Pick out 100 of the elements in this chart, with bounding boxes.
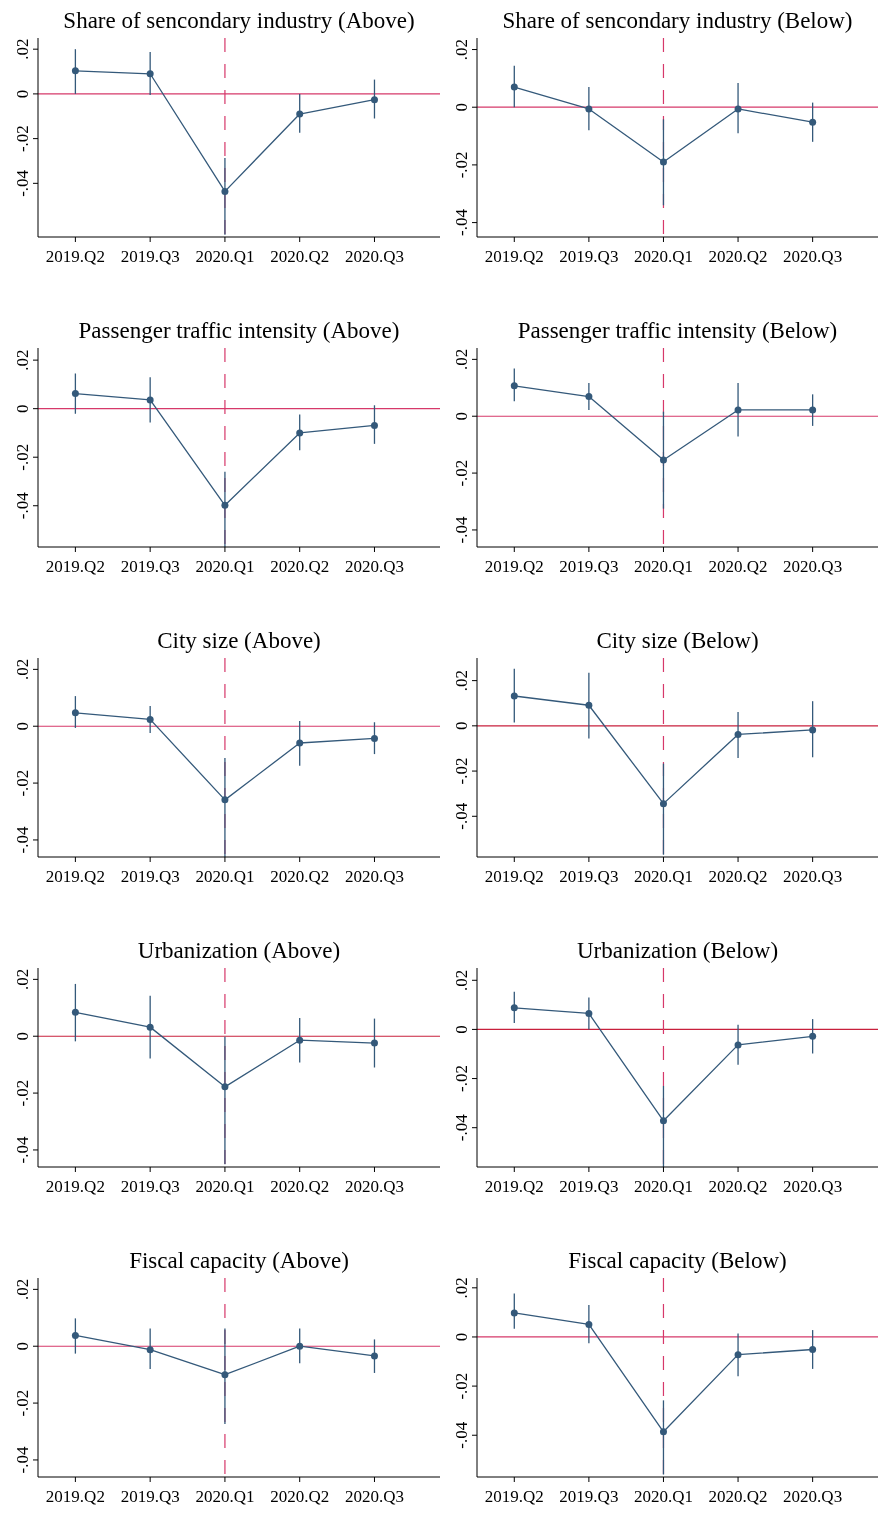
x-tick-label: 2020.Q1 <box>633 1487 693 1506</box>
y-tick-label: .02 <box>452 969 471 991</box>
y-tick-label: -.04 <box>452 802 471 830</box>
x-tick-label: 2019.Q2 <box>45 1487 105 1506</box>
y-tick-label: -.02 <box>13 125 32 153</box>
y-tick-label: -.02 <box>452 1065 471 1093</box>
y-tick-label: .02 <box>452 669 471 692</box>
x-tick-label: 2019.Q2 <box>484 1487 544 1506</box>
y-tick-label: -.04 <box>13 491 32 520</box>
chart-title: Share of sencondary industry (Above) <box>63 8 415 33</box>
x-tick-label: 2019.Q3 <box>559 247 619 266</box>
y-tick-label: -.04 <box>13 1445 32 1474</box>
x-tick-label: 2020.Q1 <box>633 1177 693 1196</box>
x-tick-label: 2019.Q2 <box>45 557 105 576</box>
x-tick-label: 2019.Q2 <box>484 247 544 266</box>
y-tick-label: -.04 <box>13 169 32 197</box>
chart-title: Urbanization (Above) <box>137 938 341 963</box>
x-tick-label: 2019.Q3 <box>559 557 619 576</box>
x-tick-label: 2020.Q3 <box>783 557 843 576</box>
y-tick-label: -.02 <box>13 1079 32 1107</box>
x-tick-label: 2019.Q3 <box>559 1177 619 1196</box>
x-tick-label: 2020.Q1 <box>633 867 693 886</box>
y-tick-label: -.02 <box>13 443 32 471</box>
x-tick-label: 2020.Q2 <box>708 557 768 576</box>
x-tick-label: 2020.Q3 <box>344 247 404 266</box>
x-tick-label: 2020.Q3 <box>783 867 843 886</box>
x-tick-label: 2019.Q3 <box>120 1177 180 1196</box>
y-tick-label: -.04 <box>452 1421 471 1449</box>
x-tick-label: 2020.Q3 <box>344 867 404 886</box>
chart-title: Fiscal capacity (Below) <box>568 1248 787 1273</box>
y-tick-label: 0 <box>13 404 32 413</box>
y-tick-label: 0 <box>13 1341 32 1351</box>
y-tick-label: .02 <box>452 1277 471 1299</box>
x-tick-label: 2020.Q2 <box>708 247 768 266</box>
x-tick-label: 2020.Q2 <box>708 1177 768 1196</box>
x-tick-label: 2019.Q3 <box>120 1487 180 1506</box>
x-tick-label: 2019.Q2 <box>484 867 544 886</box>
x-tick-label: 2019.Q3 <box>559 1487 619 1506</box>
y-tick-label: .02 <box>13 1278 32 1300</box>
x-tick-label: 2020.Q2 <box>708 867 768 886</box>
x-tick-label: 2019.Q2 <box>45 1177 105 1196</box>
x-tick-label: 2020.Q2 <box>270 867 330 886</box>
y-tick-label: 0 <box>13 1031 32 1041</box>
y-tick-label: -.04 <box>13 825 32 854</box>
y-tick-label: .02 <box>13 38 32 60</box>
chart-title: Share of sencondary industry (Below) <box>502 8 853 33</box>
y-tick-label: -.02 <box>452 151 471 179</box>
x-tick-label: 2019.Q2 <box>484 1177 544 1196</box>
y-tick-label: -.04 <box>452 208 471 237</box>
x-tick-label: 2020.Q1 <box>633 557 693 576</box>
x-tick-label: 2019.Q3 <box>120 867 180 886</box>
y-tick-label: .02 <box>452 348 471 370</box>
x-tick-label: 2020.Q2 <box>708 1487 768 1506</box>
x-tick-label: 2020.Q1 <box>195 867 255 886</box>
x-tick-label: 2020.Q1 <box>633 247 693 266</box>
y-tick-label: 0 <box>452 721 471 731</box>
x-tick-label: 2019.Q3 <box>559 867 619 886</box>
y-tick-label: -.02 <box>452 757 471 785</box>
x-tick-label: 2020.Q2 <box>270 1177 330 1196</box>
y-tick-label: 0 <box>452 1025 471 1034</box>
chart-title: Passenger traffic intensity (Below) <box>517 318 838 343</box>
y-tick-label: .02 <box>452 38 471 61</box>
x-tick-label: 2020.Q2 <box>270 247 330 266</box>
x-tick-label: 2020.Q3 <box>344 1177 404 1196</box>
y-tick-label: -.02 <box>13 1389 32 1417</box>
x-tick-label: 2019.Q2 <box>45 247 105 266</box>
y-tick-label: .02 <box>13 968 32 990</box>
x-tick-label: 2020.Q1 <box>195 1177 255 1196</box>
x-tick-label: 2020.Q3 <box>344 1487 404 1506</box>
y-tick-label: 0 <box>452 102 471 112</box>
x-tick-label: 2020.Q1 <box>195 247 255 266</box>
x-tick-label: 2020.Q3 <box>344 557 404 576</box>
x-tick-label: 2020.Q2 <box>270 1487 330 1506</box>
x-tick-label: 2020.Q1 <box>195 1487 255 1506</box>
y-tick-label: -.02 <box>452 459 471 487</box>
x-tick-label: 2020.Q3 <box>783 1177 843 1196</box>
y-tick-label: .02 <box>13 658 32 680</box>
x-tick-label: 2019.Q2 <box>484 557 544 576</box>
chart-title: Fiscal capacity (Above) <box>129 1248 349 1273</box>
x-tick-label: 2020.Q3 <box>783 1487 843 1506</box>
x-tick-label: 2020.Q2 <box>270 557 330 576</box>
y-tick-label: -.04 <box>452 515 471 544</box>
chart-title: Passenger traffic intensity (Above) <box>78 318 400 343</box>
y-tick-label: 0 <box>452 411 471 421</box>
x-tick-label: 2020.Q3 <box>783 247 843 266</box>
y-tick-label: .02 <box>13 349 32 371</box>
x-tick-label: 2019.Q3 <box>120 247 180 266</box>
y-tick-label: -.02 <box>452 1372 471 1400</box>
x-tick-label: 2019.Q2 <box>45 867 105 886</box>
x-tick-label: 2019.Q3 <box>120 557 180 576</box>
chart-title: City size (Below) <box>596 628 759 653</box>
y-tick-label: -.02 <box>13 769 32 797</box>
chart-title: Urbanization (Below) <box>576 938 779 963</box>
y-tick-label: 0 <box>13 89 32 99</box>
y-tick-label: -.04 <box>13 1135 32 1164</box>
y-tick-label: 0 <box>13 721 32 731</box>
y-tick-label: 0 <box>452 1332 471 1342</box>
y-tick-label: -.04 <box>452 1113 471 1142</box>
x-tick-label: 2020.Q1 <box>195 557 255 576</box>
chart-title: City size (Above) <box>157 628 321 653</box>
